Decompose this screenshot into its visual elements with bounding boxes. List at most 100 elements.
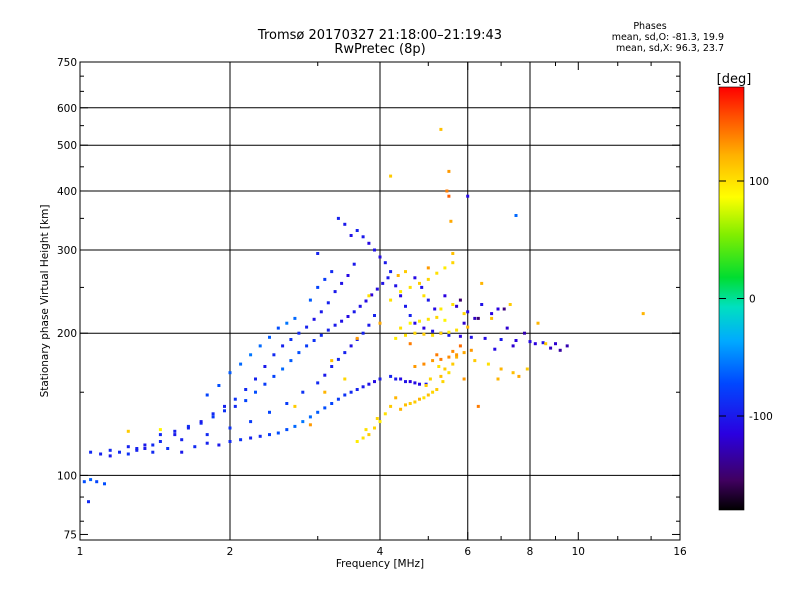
- x-mode-point: [435, 353, 439, 357]
- o-mode-point: [355, 229, 359, 232]
- x-tick-label: 16: [673, 546, 687, 558]
- x-mode-point: [451, 261, 455, 265]
- x-mode-point: [158, 428, 162, 432]
- x-mode-point: [496, 377, 500, 381]
- o-mode-point: [199, 421, 203, 425]
- o-mode-point: [158, 440, 162, 443]
- o-mode-point: [205, 441, 209, 445]
- x-mode-point: [462, 312, 466, 316]
- x-tick-label: 2: [227, 546, 234, 558]
- o-mode-point: [375, 287, 379, 291]
- o-mode-point: [426, 298, 430, 302]
- x-mode-point: [126, 429, 130, 433]
- y-tick-label: 500: [57, 140, 77, 152]
- x-mode-point: [383, 412, 387, 416]
- o-mode-point: [326, 301, 330, 305]
- o-mode-point: [211, 412, 215, 416]
- o-mode-point: [143, 447, 147, 450]
- o-mode-point: [378, 255, 382, 259]
- o-mode-point: [496, 307, 500, 311]
- o-mode-point: [186, 426, 190, 430]
- o-mode-point: [370, 293, 374, 297]
- data-points: [82, 127, 645, 504]
- y-tick-label: 300: [57, 245, 77, 257]
- o-mode-point: [82, 480, 86, 484]
- x-mode-point: [443, 367, 447, 371]
- x-mode-point: [439, 374, 443, 378]
- x-mode-point: [490, 316, 494, 320]
- x-mode-point: [389, 298, 393, 302]
- o-mode-point: [316, 285, 320, 289]
- x-mode-point: [413, 365, 417, 368]
- o-mode-point: [431, 329, 435, 333]
- o-mode-point: [228, 426, 232, 430]
- o-mode-point: [383, 261, 387, 265]
- o-mode-point: [458, 298, 462, 302]
- o-mode-point: [217, 384, 221, 387]
- x-mode-point: [361, 436, 365, 440]
- x-mode-point: [499, 367, 503, 371]
- o-mode-point: [443, 294, 447, 298]
- x-mode-point: [508, 303, 512, 306]
- o-mode-point: [523, 331, 526, 335]
- x-mode-point: [418, 397, 421, 401]
- o-mode-point: [118, 450, 121, 454]
- chart-title: Tromsø 20170327 21:18:00–21:19:43: [257, 28, 502, 43]
- o-mode-point: [343, 351, 347, 355]
- o-mode-point: [422, 326, 426, 330]
- o-mode-point: [447, 333, 451, 337]
- o-mode-point: [413, 321, 417, 325]
- x-mode-point: [355, 440, 359, 443]
- x-mode-point: [439, 331, 443, 335]
- o-mode-point: [233, 404, 237, 408]
- o-mode-point: [268, 433, 271, 437]
- o-mode-point: [333, 290, 337, 294]
- y-axis-label: Stationary phase Virtual Height [km]: [39, 205, 51, 398]
- x-mode-point: [443, 266, 447, 270]
- x-mode-point: [517, 374, 521, 378]
- x-mode-point: [364, 428, 368, 432]
- o-mode-point: [466, 310, 470, 314]
- o-mode-point: [108, 448, 112, 452]
- axis-ticks: 1 2 4 6 8 10 16 75 100 200 300 400 500 600 750: [57, 57, 687, 558]
- o-mode-point: [554, 342, 557, 346]
- o-mode-point: [281, 367, 285, 371]
- o-mode-point: [373, 380, 376, 384]
- x-mode-point: [455, 355, 459, 359]
- o-mode-point: [301, 420, 305, 424]
- x-mode-point: [455, 328, 459, 332]
- x-mode-point: [451, 252, 455, 255]
- o-mode-point: [340, 319, 344, 323]
- o-mode-point: [326, 328, 330, 332]
- o-mode-point: [319, 310, 323, 314]
- o-mode-point: [358, 304, 362, 308]
- o-mode-point: [205, 393, 209, 397]
- x-mode-point: [544, 342, 548, 346]
- o-mode-point: [319, 333, 323, 337]
- x-mode-point: [418, 281, 421, 285]
- o-mode-point: [514, 214, 518, 217]
- o-mode-point: [346, 274, 350, 277]
- o-mode-point: [349, 390, 353, 394]
- x-mode-point: [445, 189, 449, 193]
- x-mode-point: [641, 312, 645, 316]
- o-mode-point: [505, 326, 509, 330]
- x-mode-point: [394, 336, 398, 340]
- x-tick-label: 4: [377, 546, 384, 558]
- x-mode-point: [449, 219, 453, 223]
- stats-heading: Phases: [633, 21, 666, 32]
- o-mode-point: [281, 344, 285, 348]
- x-mode-point: [458, 344, 462, 348]
- x-mode-point: [431, 359, 435, 363]
- x-mode-point: [373, 426, 376, 430]
- o-mode-point: [258, 344, 262, 348]
- x-mode-point: [343, 377, 347, 381]
- x-mode-point: [413, 400, 417, 404]
- o-mode-point: [126, 452, 130, 456]
- o-mode-point: [367, 382, 371, 386]
- colorbar-tick-label: -100: [749, 411, 773, 423]
- o-mode-point: [483, 336, 487, 340]
- o-mode-point: [336, 357, 340, 361]
- o-mode-point: [352, 262, 356, 266]
- o-mode-point: [490, 312, 494, 316]
